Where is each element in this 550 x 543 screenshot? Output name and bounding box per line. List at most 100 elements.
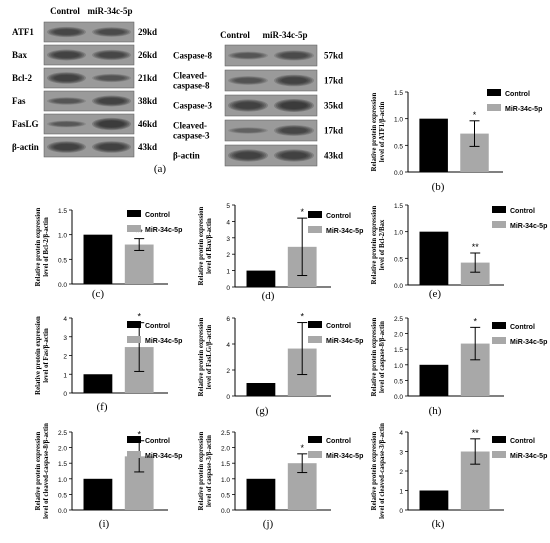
blot-band-treated — [99, 120, 124, 128]
blot-band-control — [48, 141, 85, 153]
blot-size-label: 17kd — [324, 126, 343, 136]
significance-mark: * — [473, 316, 477, 326]
y-tick-label: 2 — [226, 368, 230, 375]
y-tick-label: 0.0 — [394, 394, 403, 401]
legend-label: MiR-34c-5p — [510, 453, 547, 460]
bar-control — [419, 490, 449, 510]
legend-label: Control — [326, 213, 351, 220]
blot-band-treated — [275, 51, 313, 60]
blot-band-control — [228, 76, 268, 85]
y-tick-label: 1.0 — [394, 230, 403, 237]
legend-label: Control — [510, 324, 535, 331]
blot-size-label: 21kd — [138, 73, 157, 83]
blot-band-treated — [279, 126, 309, 135]
legend-label: MiR-34c-5p — [145, 453, 182, 460]
legend-swatch-treated — [127, 451, 141, 458]
blot-band-control — [52, 98, 81, 104]
bar-control — [246, 478, 276, 510]
blot-band-treated — [97, 51, 126, 59]
blot-band-control — [231, 100, 265, 111]
bar-control — [419, 231, 449, 285]
blot-band-treated — [279, 101, 309, 110]
bar-control — [246, 383, 276, 396]
blot-band-control — [229, 150, 267, 161]
y-tick-label: 1.0 — [58, 233, 67, 240]
legend-label: Control — [145, 212, 170, 219]
legend-swatch-treated — [492, 451, 506, 458]
y-tick-label: 2 — [226, 252, 230, 259]
blot-band-control — [228, 149, 268, 162]
blot-row-label-line: caspase-3 — [173, 131, 210, 141]
blot-band-treated — [274, 125, 314, 136]
blot-band-treated — [93, 27, 130, 37]
blot-band-control — [48, 50, 85, 60]
bar-control — [419, 118, 448, 172]
y-tick-label: 2.0 — [221, 446, 230, 453]
blot-row-label: ATF1 — [12, 27, 34, 37]
blot-band-treated — [92, 117, 131, 131]
blot-header-control: Control — [220, 30, 250, 40]
y-tick-label: 3 — [226, 236, 230, 243]
chart-h: 0.0 0.5 1.0 1.5 2.0 2.5 Relative protein expre… — [371, 316, 547, 417]
legend-swatch-control — [308, 321, 322, 328]
legend-swatch-treated — [127, 336, 141, 343]
blot-header-treated: miR-34c-5p — [263, 30, 308, 40]
y-axis-label-line: level of Fas/β-actin — [43, 328, 50, 383]
legend-label: Control — [326, 438, 351, 445]
y-tick-label: 1 — [63, 372, 67, 379]
blot-band-treated — [95, 28, 128, 36]
y-axis-label: Relative protein expressionlevel of Bcl-… — [371, 205, 386, 284]
y-axis-label-line: level of cleaved-caspase-3/β-actin — [379, 423, 386, 519]
y-axis-label: Relative protein expressionlevel of casp… — [198, 431, 213, 510]
blot-band-control — [52, 143, 81, 151]
blot-row-label-line: Fas — [12, 96, 26, 106]
blot-band-treated — [93, 118, 130, 130]
blot-band-treated — [99, 29, 124, 35]
blot-band-treated — [92, 95, 131, 107]
bar-control — [83, 374, 113, 393]
significance-mark: ** — [472, 242, 480, 252]
y-tick-label: 1.5 — [394, 347, 403, 354]
blot-band-treated — [93, 96, 130, 106]
y-tick-label: 1.0 — [394, 117, 403, 124]
blot-band-control — [48, 121, 85, 127]
y-tick-label: 0.0 — [58, 282, 67, 289]
y-tick-label: 2.5 — [221, 430, 230, 437]
y-axis-label-line: Relative protein expression — [35, 431, 42, 510]
legend-label: Control — [145, 323, 170, 330]
blot-band-control — [50, 73, 83, 83]
legend-label: Control — [510, 438, 535, 445]
legend-label: Control — [326, 323, 351, 330]
y-tick-label: 4 — [399, 430, 403, 437]
legend-label: Control — [510, 208, 535, 215]
y-tick-label: 0 — [399, 508, 403, 515]
y-tick-label: 0.5 — [58, 257, 67, 264]
y-tick-label: 0.0 — [58, 508, 67, 515]
blot-band-treated — [99, 75, 124, 81]
significance-mark: * — [137, 430, 141, 440]
y-axis-label-line: Relative protein expression — [371, 431, 378, 510]
blot-row-label-line: FasLG — [12, 119, 39, 129]
y-tick-label: 5 — [226, 203, 230, 210]
legend-label: MiR-34c-5p — [510, 223, 547, 230]
blot-row-label: Bcl-2 — [12, 73, 32, 83]
blot-row-label-line: caspase-8 — [173, 81, 210, 91]
blot-band-control — [47, 72, 86, 84]
legend-label: MiR-34c-5p — [145, 338, 182, 345]
y-tick-label: 0 — [226, 285, 230, 292]
blot-band-control — [52, 74, 81, 82]
y-axis-label: Relative protein expressionlevel of ATF1… — [371, 92, 386, 171]
blot-band-control — [229, 127, 267, 134]
blot-band-control — [47, 141, 86, 153]
blot-band-treated — [275, 125, 313, 136]
blot-band-control — [235, 53, 261, 58]
blot-strip — [224, 144, 318, 167]
y-tick-label: 1.5 — [58, 208, 67, 215]
caption-f: (f) — [97, 401, 108, 413]
blot-row-label: Bax — [12, 50, 28, 60]
blot-band-control — [50, 98, 83, 104]
blot-strip — [43, 136, 135, 158]
blot-row-label: β-actin — [12, 142, 39, 152]
blot-band-control — [231, 52, 265, 59]
blot-row-label: Caspase-3 — [173, 101, 213, 111]
